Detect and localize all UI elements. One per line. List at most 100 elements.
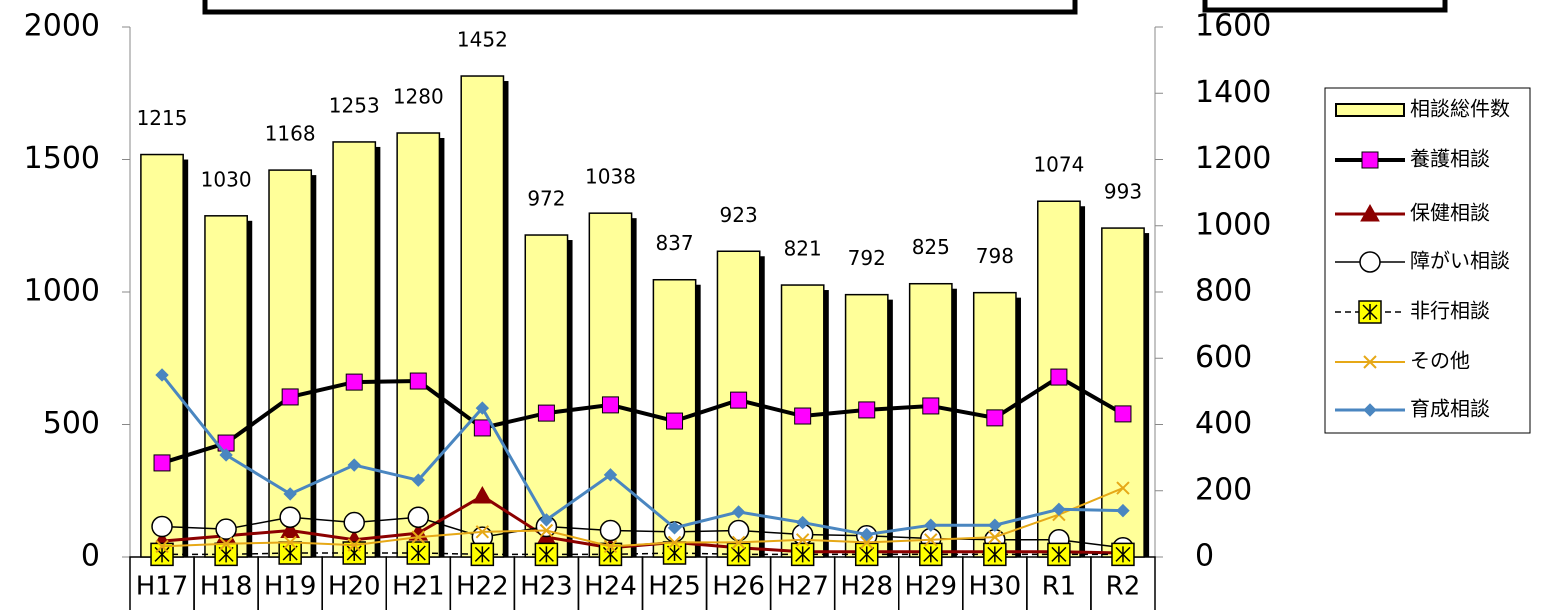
bar-value-label: 792 — [848, 246, 886, 270]
x-tick-label: H18 — [200, 572, 253, 602]
x-tick-label: H30 — [969, 572, 1022, 602]
x-tick-label: H27 — [776, 572, 829, 602]
marker — [347, 458, 361, 472]
marker — [860, 535, 874, 550]
legend-label: 保健相談 — [1410, 201, 1490, 225]
line — [160, 374, 1124, 536]
marker — [470, 542, 495, 567]
marker — [924, 518, 938, 532]
marker — [667, 535, 682, 550]
bar-value-label: 1215 — [137, 106, 188, 130]
marker — [1363, 355, 1377, 369]
x-tick-label: H20 — [328, 572, 381, 602]
marker — [219, 537, 233, 551]
legend-label: 育成相談 — [1410, 397, 1490, 421]
legend-label: 養護相談 — [1410, 147, 1490, 171]
y2-tick-label: 200 — [1195, 472, 1252, 507]
y-tick-label: 2000 — [24, 9, 100, 44]
marker — [795, 515, 810, 530]
marker — [1363, 403, 1377, 417]
x-tick-label: R1 — [1042, 572, 1077, 602]
marker — [1114, 405, 1132, 423]
bar — [908, 282, 953, 558]
marker — [150, 542, 174, 567]
marker — [219, 448, 233, 462]
marker — [603, 539, 618, 554]
marker — [986, 409, 1004, 427]
marker — [662, 541, 687, 565]
marker — [283, 487, 297, 501]
bar — [140, 153, 184, 558]
marker — [795, 533, 810, 547]
y-tick-label: 1000 — [24, 274, 100, 309]
legend-swatch — [1335, 103, 1405, 117]
marker — [922, 397, 940, 415]
marker — [278, 541, 302, 565]
x-tick-label: H24 — [584, 572, 637, 602]
marker — [345, 373, 363, 391]
bar-value-label: 821 — [784, 237, 822, 261]
marker — [1116, 481, 1130, 495]
marker — [1360, 203, 1380, 222]
marker — [342, 541, 366, 565]
title-box — [202, 0, 1078, 15]
marker — [279, 506, 301, 528]
marker — [283, 535, 297, 550]
x-tick-label: H26 — [712, 572, 765, 602]
marker — [1050, 368, 1068, 386]
x-tick-label: H17 — [136, 572, 189, 602]
marker — [924, 533, 938, 547]
marker — [858, 401, 876, 419]
marker — [409, 372, 427, 390]
marker — [790, 542, 815, 567]
marker — [472, 486, 493, 504]
marker — [601, 396, 619, 414]
x-tick-label: H29 — [904, 572, 957, 602]
marker — [1116, 503, 1130, 518]
marker — [411, 473, 425, 487]
marker — [537, 404, 555, 422]
bar — [524, 234, 569, 558]
marker — [214, 542, 238, 567]
marker — [475, 525, 490, 539]
bar — [588, 212, 633, 558]
marker — [539, 513, 554, 527]
marker — [151, 515, 173, 538]
x-tick-label: R2 — [1106, 572, 1141, 602]
legend-label: 非行相談 — [1410, 299, 1490, 323]
bar — [332, 141, 377, 558]
marker — [988, 518, 1002, 532]
marker — [281, 388, 299, 406]
marker — [726, 542, 751, 567]
x-tick-label: H21 — [392, 572, 445, 602]
bar-value-label: 993 — [1104, 180, 1142, 204]
x-tick-label: H25 — [648, 572, 701, 602]
bar-value-label: 1280 — [393, 85, 444, 109]
marker — [475, 401, 490, 415]
bar — [1101, 227, 1145, 558]
x-tick-label: H23 — [520, 572, 573, 602]
y2-tick-label: 800 — [1195, 274, 1252, 309]
marker — [667, 521, 682, 535]
marker — [155, 368, 169, 382]
marker — [473, 419, 491, 437]
bar-value-label: 1038 — [585, 165, 636, 189]
marker — [730, 391, 748, 409]
marker — [280, 520, 301, 538]
marker — [153, 454, 171, 472]
line — [162, 552, 1123, 556]
marker — [727, 519, 750, 542]
bar — [268, 169, 313, 558]
marker — [731, 505, 746, 519]
marker — [794, 407, 812, 425]
marker — [919, 542, 943, 567]
y2-tick-label: 1400 — [1195, 75, 1271, 110]
x-tick-label: H28 — [840, 572, 893, 602]
x-tick-label: H22 — [456, 572, 509, 602]
marker — [411, 530, 425, 544]
marker — [343, 511, 365, 534]
bar — [844, 293, 889, 558]
y-tick-label: 500 — [43, 406, 100, 441]
y2-tick-label: 1000 — [1195, 207, 1271, 242]
